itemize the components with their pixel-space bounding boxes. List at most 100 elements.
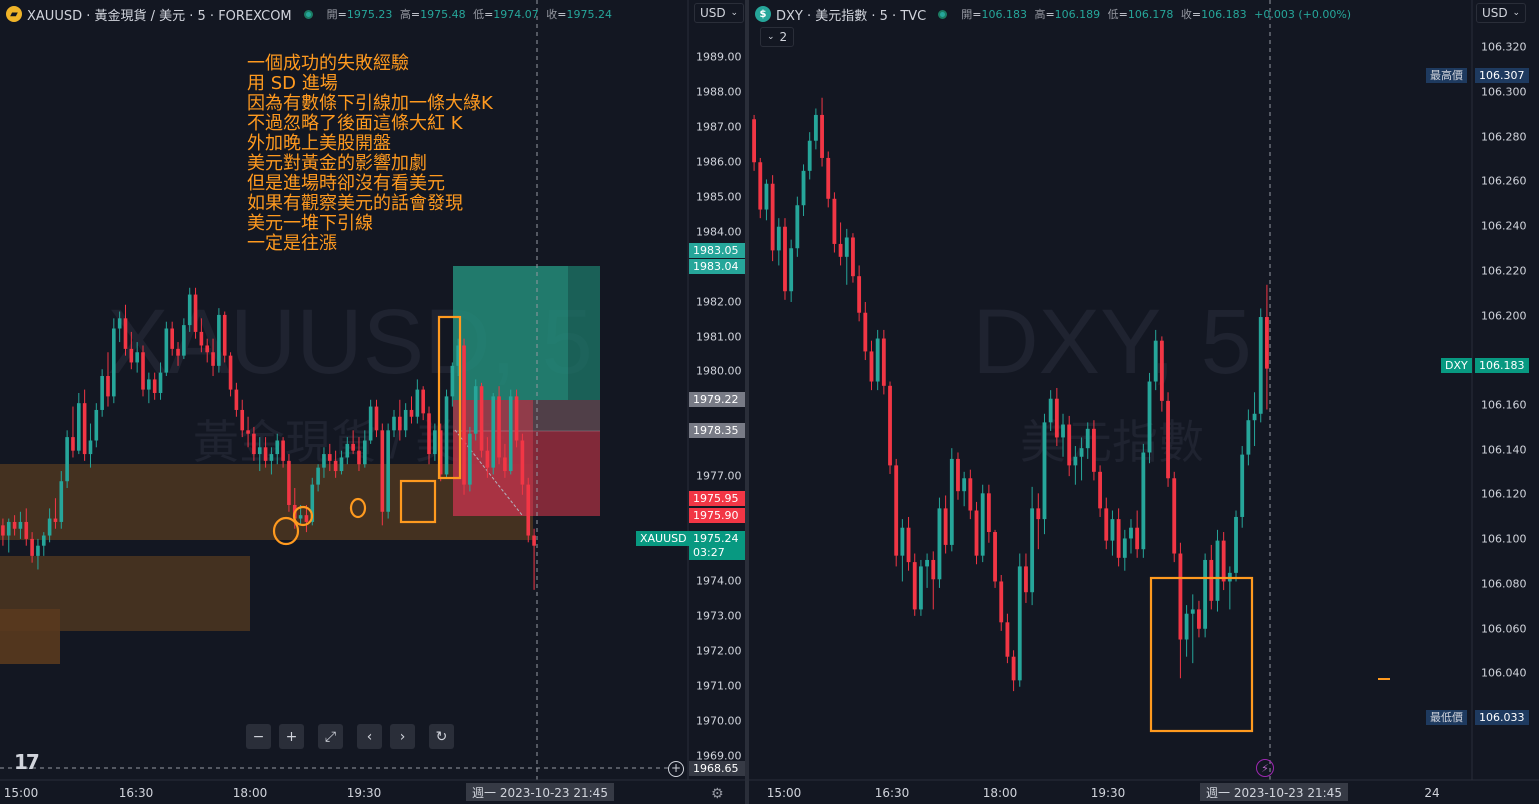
candle-up [1085, 428, 1090, 449]
scroll-left-button[interactable]: ‹ [357, 724, 382, 749]
candle-up [47, 518, 52, 536]
trade-notes-annotation[interactable]: 一個成功的失敗經驗用 SD 進場 因為有數條下引線加一條大綠K 不過忽略了後面這條大… [247, 54, 493, 254]
candle-down [152, 379, 157, 393]
price-axis-label: 1989.00 [696, 50, 742, 64]
price-axis-label: 1985.00 [696, 190, 742, 204]
candle-down [1166, 400, 1170, 479]
candle-down [129, 348, 134, 363]
candle-down [894, 465, 899, 556]
xauusd-candles [1, 287, 536, 590]
pane-separator[interactable] [745, 0, 749, 804]
candle-down [863, 312, 868, 352]
candle-down [1098, 471, 1103, 509]
candle-down [1067, 424, 1072, 466]
demand-zone-3 [0, 609, 60, 664]
wick-circle-3[interactable] [349, 497, 367, 519]
candle-up [1215, 540, 1220, 601]
high-price-tag: 106.307 [1475, 68, 1529, 83]
tp-top-tag: 1983.05 [689, 243, 745, 258]
wick-circle-1[interactable] [272, 516, 300, 546]
candle-down [520, 440, 525, 485]
candle-down [912, 562, 917, 610]
candle-down [1, 525, 5, 536]
xauusd-chart-canvas[interactable]: XAUUSD, 5 黃金現貨 / 美元 [0, 0, 745, 804]
candle-down [956, 458, 960, 492]
fullscreen-button[interactable]: ⤢ [318, 724, 343, 749]
candle-down [826, 157, 831, 199]
currency-select[interactable]: USD ⌄ [694, 3, 744, 23]
candle-up [6, 521, 11, 536]
candle-down [287, 460, 291, 505]
candle-down [758, 162, 763, 210]
time-label: 19:30 [1090, 786, 1126, 800]
candle-up [36, 545, 40, 556]
candle-down [246, 430, 250, 434]
dxy-time-axis[interactable]: 15:00 16:30 18:00 19:30 24 週一 2023-10-23… [749, 780, 1472, 804]
wick-circle-2[interactable] [292, 505, 314, 527]
candle-up [65, 437, 69, 482]
lightning-icon[interactable]: ⚡ [1256, 759, 1274, 777]
xauusd-title[interactable]: XAUUSD · 黃金現貨 / 美元 · 5 · FOREXCOM [27, 8, 292, 24]
candle-up [386, 430, 390, 512]
candle-up [18, 521, 23, 529]
candle-up [776, 226, 781, 251]
sl-top-tag: 1975.95 [689, 491, 745, 506]
annotation-line: 美元一堆下引線 [247, 213, 373, 234]
big-red-candle-box[interactable] [437, 315, 462, 480]
scroll-right-button[interactable]: › [390, 724, 415, 749]
price-axis-label: 1980.00 [696, 364, 742, 378]
xauusd-header: ▰ XAUUSD · 黃金現貨 / 美元 · 5 · FOREXCOM 開=19… [6, 4, 616, 24]
xauusd-chart-pane[interactable]: XAUUSD, 5 黃金現貨 / 美元 ▰ XAUUSD · 黃金現貨 / 美元… [0, 0, 745, 804]
candle-up [491, 396, 496, 468]
dxy-chart-canvas[interactable]: DXY, 5 美元指數 [749, 0, 1539, 804]
annotation-line: 一定是往漲 [247, 233, 337, 254]
candle-up [1153, 340, 1158, 382]
settings-gear-icon[interactable]: ⚙ [711, 786, 724, 802]
candle-up [1017, 566, 1022, 681]
candle-down [1178, 553, 1183, 640]
candle-up [1246, 420, 1251, 455]
candle-up [88, 440, 93, 455]
candle-up [403, 409, 408, 431]
candle-down [931, 559, 936, 580]
candle-up [801, 170, 806, 206]
price-axis-label: 106.160 [1481, 398, 1527, 412]
add-plus-icon[interactable]: + [668, 761, 684, 777]
currency-select[interactable]: USD ⌄ [1476, 3, 1526, 23]
candle-up [1234, 516, 1238, 573]
tradingview-logo[interactable]: 17 [14, 750, 40, 774]
level1-tag: 1979.22 [689, 392, 745, 407]
candle-down [968, 478, 973, 511]
reset-chart-button[interactable]: ↻ [429, 724, 454, 749]
candle-up [473, 386, 478, 434]
candle-up [415, 389, 420, 417]
candle-down [752, 119, 757, 163]
time-label: 18:00 [982, 786, 1018, 800]
dxy-title[interactable]: DXY · 美元指數 · 5 · TVC [776, 8, 927, 24]
candle-down [1091, 428, 1096, 472]
zoom-in-button[interactable]: + [279, 724, 304, 749]
zoom-out-button[interactable]: − [246, 724, 271, 749]
dxy-candles [752, 97, 1269, 692]
candle-down [123, 318, 128, 349]
candle-down [304, 515, 309, 522]
candle-up [813, 114, 818, 141]
candle-down [106, 376, 110, 397]
wick-box[interactable] [399, 479, 437, 524]
candle-down [1054, 398, 1059, 438]
candle-down [12, 521, 17, 529]
dxy-chart-pane[interactable]: DXY, 5 美元指數 $ DXY · 美元指數 · 5 · TVC 開=106… [749, 0, 1539, 804]
annotation-line: 但是進場時卻沒有看美元 [247, 173, 445, 194]
annotation-line: 用 SD 進場 [247, 73, 338, 94]
candle-down [228, 355, 233, 390]
time-label: 15:00 [766, 786, 802, 800]
candle-down [820, 114, 824, 158]
lower-wicks-box[interactable] [1149, 576, 1254, 733]
indicators-toggle[interactable]: ⌄ 2 [760, 27, 795, 47]
xauusd-time-axis[interactable]: 15:00 16:30 18:00 19:30 週一 2023-10-23 21… [0, 780, 688, 804]
candle-down [205, 345, 210, 353]
chevron-down-icon: ⌄ [767, 32, 775, 42]
candle-down [193, 294, 198, 332]
candle-down [281, 440, 285, 461]
candle-down [479, 386, 484, 451]
